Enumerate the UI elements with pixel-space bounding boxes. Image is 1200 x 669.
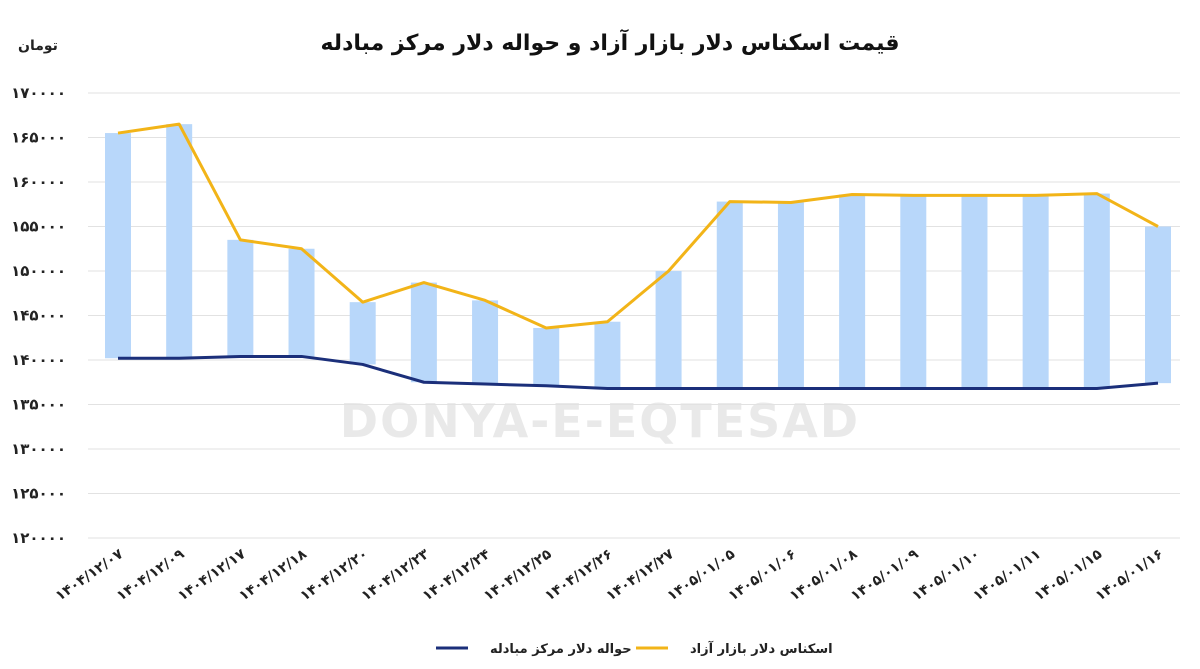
y-tick-label: ۱۴۰۰۰۰ <box>11 351 66 369</box>
spread-bars <box>105 124 1171 389</box>
x-tick-label: ۱۴۰۵/۰۱/۰۹ <box>848 546 922 604</box>
x-tick-label: ۱۴۰۴/۱۲/۲۷ <box>603 546 677 604</box>
spread-bar <box>839 194 866 389</box>
x-tick-label: ۱۴۰۵/۰۱/۰۸ <box>787 546 861 604</box>
x-tick-label: ۱۴۰۵/۰۱/۱۰ <box>909 546 983 604</box>
x-tick-label: ۱۴۰۴/۱۲/۲۵ <box>481 546 555 604</box>
spread-bar <box>1022 195 1049 389</box>
spread-bar <box>1145 226 1171 384</box>
x-tick-label: ۱۴۰۵/۰۱/۰۵ <box>665 546 739 604</box>
y-tick-label: ۱۳۵۰۰۰ <box>11 396 66 414</box>
x-tick-label: ۱۴۰۴/۱۲/۰۷ <box>53 546 127 604</box>
watermark: DONYA-E-EQTESAD <box>340 394 860 448</box>
series-lines <box>117 122 1159 390</box>
free-market-line <box>117 122 1159 330</box>
y-tick-label: ۱۵۰۰۰۰ <box>11 262 66 280</box>
y-tick-label: ۱۲۰۰۰۰ <box>11 529 66 547</box>
spread-bar <box>227 239 254 357</box>
x-tick-label: ۱۴۰۴/۱۲/۲۰ <box>297 546 371 604</box>
spread-bar <box>594 321 621 389</box>
legend: اسکناس دلار بازار آزاد حواله دلار مرکز مب… <box>436 640 833 657</box>
y-tick-label: ۱۲۵۰۰۰ <box>11 485 66 503</box>
y-tick-label: ۱۷۰۰۰۰ <box>11 84 66 102</box>
x-tick-label: ۱۴۰۴/۱۲/۲۳ <box>359 546 433 604</box>
x-axis-ticks: ۱۴۰۴/۱۲/۰۷۱۴۰۴/۱۲/۰۹۱۴۰۴/۱۲/۱۷۱۴۰۴/۱۲/۱۸… <box>53 546 1167 604</box>
spread-bar <box>900 195 927 389</box>
spread-bar <box>777 202 804 389</box>
spread-bar <box>410 282 437 383</box>
x-tick-label: ۱۴۰۴/۱۲/۱۸ <box>236 546 310 604</box>
y-tick-label: ۱۶۵۰۰۰ <box>11 129 66 147</box>
x-tick-label: ۱۴۰۵/۰۱/۱۱ <box>970 546 1044 604</box>
x-tick-label: ۱۴۰۴/۱۲/۲۴ <box>420 546 494 604</box>
chart-title: قیمت اسکناس دلار بازار آزاد و حواله دلار… <box>320 28 899 56</box>
spread-bar <box>533 327 560 386</box>
y-unit-label: تومان <box>18 38 58 54</box>
x-tick-label: ۱۴۰۴/۱۲/۱۷ <box>175 546 249 604</box>
spread-bar <box>961 195 988 389</box>
spread-bar <box>105 133 131 359</box>
y-axis-ticks: ۱۲۰۰۰۰ ۱۲۵۰۰۰ ۱۳۰۰۰۰ ۱۳۵۰۰۰ ۱۴۰۰۰۰ ۱۴۵۰۰۰ ۱۵۰۰… <box>11 84 66 547</box>
exchange-center-line <box>118 354 1159 390</box>
x-tick-label: ۱۴۰۴/۱۲/۲۶ <box>542 546 616 604</box>
spread-bar <box>349 302 376 365</box>
x-tick-label: ۱۴۰۴/۱۲/۰۹ <box>114 546 188 604</box>
y-tick-label: ۱۶۰۰۰۰ <box>11 173 66 191</box>
y-tick-label: ۱۳۰۰۰۰ <box>11 440 66 458</box>
y-tick-label: ۱۵۵۰۰۰ <box>11 218 66 236</box>
spread-bar <box>472 300 499 385</box>
spread-bar <box>655 271 682 389</box>
spread-bar <box>1083 193 1110 389</box>
x-tick-label: ۱۴۰۵/۰۱/۱۵ <box>1032 546 1106 604</box>
legend-label: اسکناس دلار بازار آزاد <box>690 640 833 657</box>
spread-bar <box>288 248 315 357</box>
spread-bar <box>716 201 743 389</box>
x-tick-label: ۱۴۰۵/۰۱/۰۶ <box>726 546 800 604</box>
gridlines <box>88 92 1180 539</box>
legend-label: حواله دلار مرکز مبادله <box>490 642 632 657</box>
x-tick-label: ۱۴۰۵/۰۱/۱۶ <box>1093 546 1167 604</box>
y-tick-label: ۱۴۵۰۰۰ <box>11 307 66 325</box>
spread-bar <box>166 124 193 359</box>
